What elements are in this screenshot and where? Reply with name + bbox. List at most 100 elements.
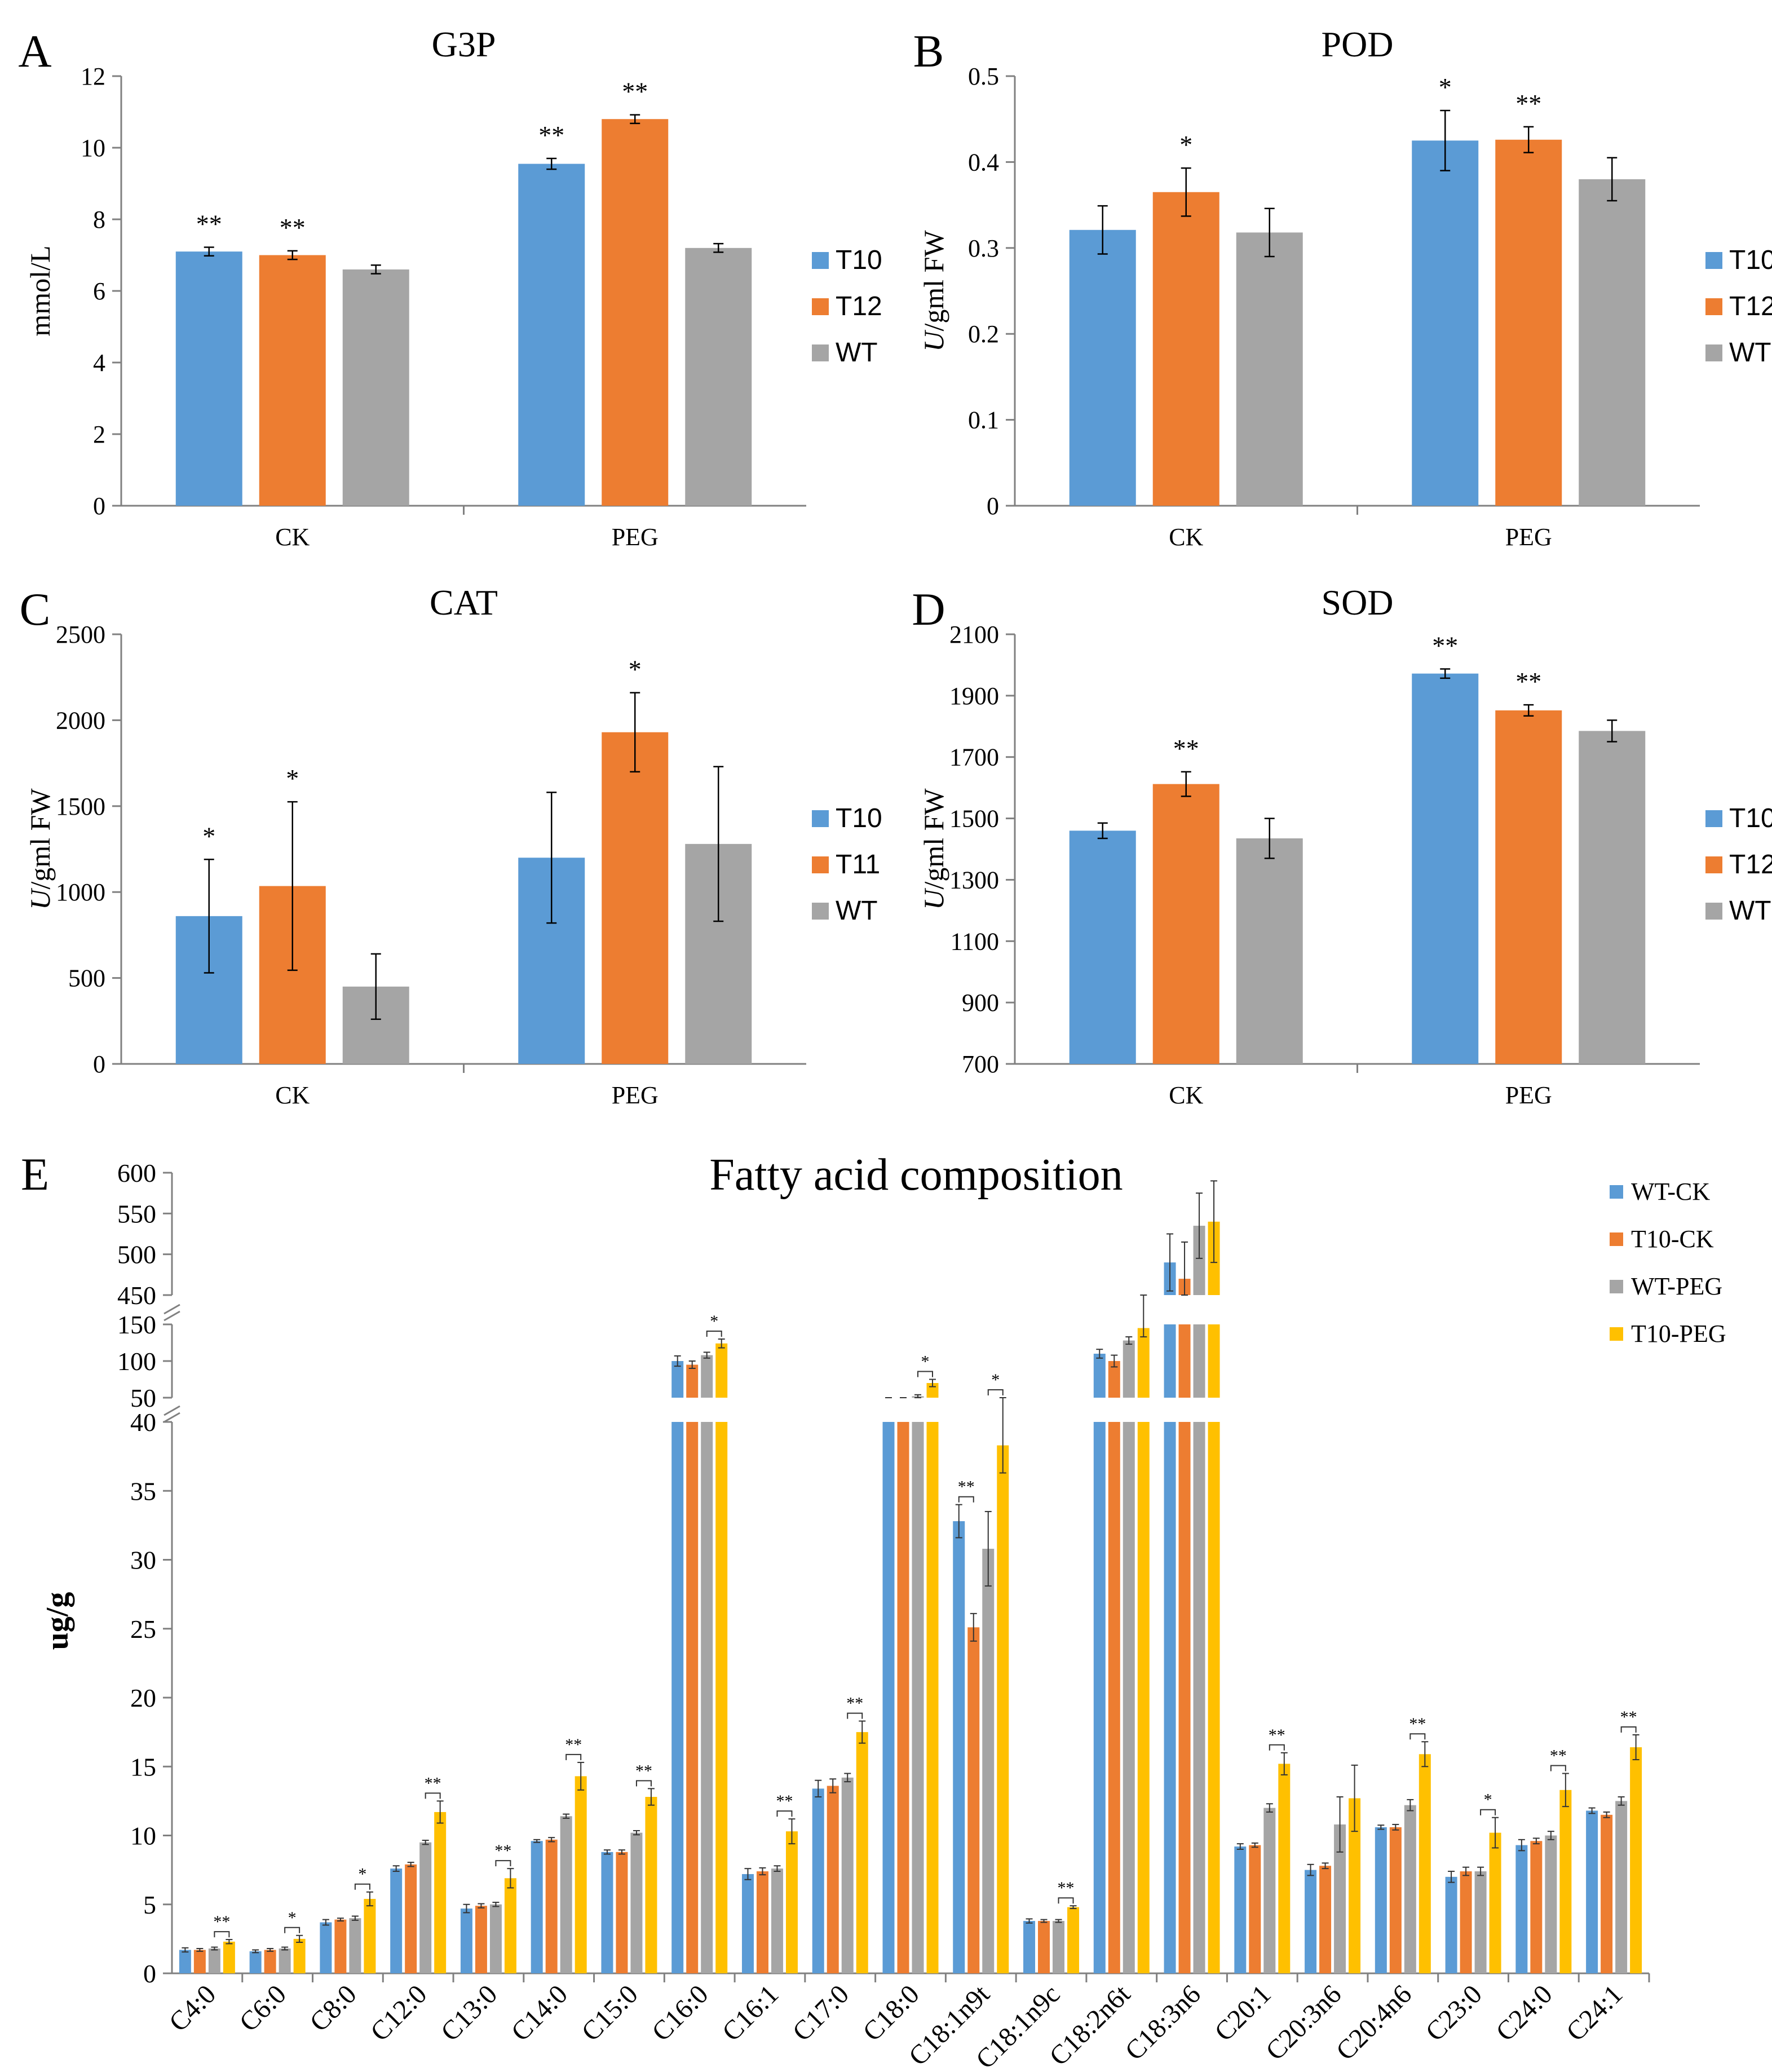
legend-label-t12: T12 (1729, 291, 1772, 321)
y-tick-label: 1700 (949, 744, 999, 771)
bar-wt-ck-c20-1 (1234, 1846, 1247, 1973)
legend-swatch-wt (1705, 903, 1722, 920)
y-tick-label: 100 (117, 1347, 156, 1376)
bar-t10-ck-c15-0 (616, 1852, 628, 1973)
significance-label: * (710, 1312, 718, 1331)
bar-t10-peg-c18-1n9c (1067, 1907, 1080, 1973)
x-tick-label: C8:0 (304, 1979, 362, 2037)
y-axis-label: U/gml FW (918, 230, 949, 352)
bar-wt-peg (1579, 179, 1646, 506)
x-tick-label: C20:3n6 (1260, 1979, 1347, 2066)
legend-label-t12: T12 (1729, 850, 1772, 880)
bar-t10-peg-c12-0 (434, 1812, 447, 1973)
bar-wt-peg-c18-2n6t (1123, 1422, 1135, 1973)
bar-t12-ck (259, 255, 326, 506)
bar-t12-peg (1495, 139, 1562, 506)
x-tick-label: C6:0 (233, 1979, 291, 2037)
bar-t10-ck-c24-0 (1530, 1841, 1543, 1973)
significance-label: ** (196, 210, 222, 238)
legend-label-t10: T10 (1729, 803, 1772, 833)
x-tick-label: C4:0 (163, 1979, 222, 2037)
significance-bracket (917, 1371, 933, 1377)
bar-wt-peg-c16-1 (771, 1868, 783, 1973)
bar-t10-ck-c18-3n6 (1178, 1422, 1191, 1973)
bar-t12-ck (1152, 192, 1219, 506)
bar-t10-peg-c20-1 (1278, 1764, 1291, 1973)
bar-t10-ck-c18-1n9c (1038, 1921, 1050, 1973)
x-tick-label-ck: CK (1169, 1081, 1203, 1109)
bar-wt-peg-c16-0-upper (701, 1355, 713, 1398)
significance-label: * (358, 1865, 366, 1884)
bar-wt-ck-c23-0 (1445, 1876, 1457, 1973)
bar-t10-peg-c4-0 (223, 1941, 235, 1973)
significance-label: ** (1515, 667, 1541, 696)
bar-t10-peg-c17-0 (856, 1732, 868, 1973)
significance-bracket (1620, 1726, 1637, 1733)
x-tick-label: C13:0 (435, 1979, 503, 2047)
y-tick-label: 25 (130, 1615, 156, 1644)
legend-swatch-t11 (812, 856, 829, 873)
significance-label: * (1484, 1791, 1492, 1809)
significance-bracket (425, 1792, 441, 1799)
bar-wt-peg-c18-0 (912, 1422, 924, 1973)
bar-wt-ck-c24-1 (1586, 1810, 1598, 1973)
significance-label: * (1179, 130, 1192, 159)
panel-letter-c: C (20, 584, 51, 635)
bar-wt-ck-c13-0 (460, 1908, 472, 1973)
bar-wt-peg-c13-0 (489, 1904, 502, 1973)
bar-t10-peg-c16-1 (785, 1831, 798, 1973)
legend-label-t10-peg: T10-PEG (1631, 1320, 1726, 1348)
bar-t10-ck-c17-0 (827, 1786, 839, 1973)
significance-label: ** (1269, 1726, 1285, 1744)
bar-t10-ck-c4-0 (193, 1950, 206, 1973)
x-tick-label-ck: CK (1169, 523, 1203, 551)
chart-title-cat: CAT (430, 582, 498, 622)
x-tick-label: C18:0 (857, 1979, 925, 2047)
bar-t10-ck-c16-0-upper (686, 1364, 699, 1398)
bar-wt-peg-c12-0 (419, 1842, 432, 1973)
significance-bracket (1269, 1744, 1285, 1751)
bar-t10-ck-c18-2n6t-upper (1108, 1361, 1120, 1398)
significance-bracket (1550, 1765, 1566, 1771)
significance-label: ** (538, 121, 564, 149)
legend-swatch-t12 (1705, 298, 1722, 315)
legend-label-t12: T12 (836, 291, 882, 321)
significance-label: ** (1173, 734, 1199, 763)
bar-t10-ck-c16-1 (756, 1871, 768, 1973)
bar-t10-ck-c18-1n9t (967, 1627, 980, 1973)
legend-swatch-t10 (812, 252, 829, 269)
bar-wt-ck (1236, 232, 1303, 506)
significance-bracket (284, 1927, 301, 1933)
x-tick-label: C23:0 (1420, 1979, 1487, 2047)
y-tick-label: 0.5 (968, 63, 999, 90)
y-tick-label: 0 (93, 1050, 105, 1078)
bar-wt-ck-c18-2n6t-upper (1093, 1354, 1106, 1398)
bar-wt-peg-c16-0 (701, 1422, 713, 1973)
bar-t12-peg (602, 119, 669, 506)
bar-wt-ck-c16-0 (671, 1422, 684, 1973)
bar-wt-peg-c20-4n6 (1404, 1805, 1416, 1973)
significance-label: ** (1550, 1746, 1567, 1765)
bar-t10-ck-c18-2n6t (1108, 1422, 1120, 1973)
y-tick-label: 5 (143, 1890, 156, 1919)
bar-wt-peg-c17-0 (841, 1777, 854, 1973)
bar-wt-ck-c14-0 (531, 1841, 543, 1973)
y-tick-label: 150 (117, 1310, 156, 1339)
y-tick-label: 1900 (949, 682, 999, 710)
bar-t10-peg-c18-2n6t (1137, 1422, 1150, 1973)
bar-t10-peg-c18-3n6-middle (1208, 1324, 1220, 1398)
axis-break-mark (163, 1310, 180, 1322)
y-tick-label: 0.1 (968, 407, 999, 434)
y-tick-label: 1500 (56, 793, 105, 820)
legend-label-t11: T11 (836, 850, 880, 880)
panel-letter-e: E (21, 1148, 49, 1200)
y-tick-label: 1000 (56, 878, 105, 906)
legend-label-t10: T10 (1729, 245, 1772, 275)
panel-c: C CAT 0 500 1000 1500 2000 2500 U/gml FW CK * * PEG *… (20, 582, 882, 1109)
y-tick-label: 550 (117, 1199, 156, 1228)
bar-t10-peg-c6-0 (293, 1938, 306, 1973)
bar-t12-peg (1495, 710, 1562, 1064)
bar-t10-ck-c14-0 (545, 1839, 558, 1973)
legend-label-t10: T10 (836, 803, 882, 833)
bar-t10-ck (1069, 229, 1136, 506)
